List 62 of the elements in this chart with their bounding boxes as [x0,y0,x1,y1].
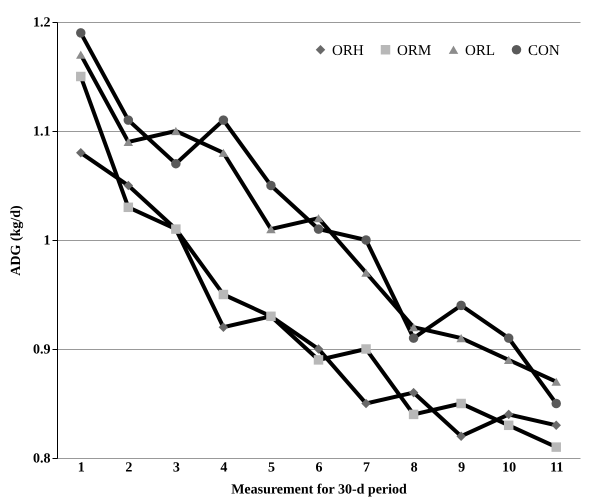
point [171,158,181,168]
point [124,202,134,212]
point [361,268,371,277]
point [76,72,86,82]
x-tick-label: 5 [268,460,275,476]
point [124,180,134,190]
point [218,148,228,157]
point [314,344,324,354]
point [408,333,418,343]
point [266,224,276,234]
point [551,442,561,452]
point [456,398,466,408]
y-axis-title: ADG (kg/d) [9,204,24,276]
point [218,290,228,300]
point [124,115,134,125]
legend-label: ORL [465,42,495,59]
x-tick-label: 7 [363,460,370,476]
point [408,410,418,420]
x-tick-label: 2 [125,460,132,476]
x-tick-label: 1 [78,460,85,476]
point [551,420,561,430]
y-tick-label: 1.2 [33,16,50,30]
point [314,214,324,222]
y-tick-label: 0.8 [33,452,50,466]
legend-label: ORH [332,42,364,59]
point [456,334,466,342]
x-axis-title: Measurement for 30-d period [231,482,408,498]
point [76,148,86,158]
x-tick-label: 4 [220,460,228,476]
x-tick-label: 6 [316,460,322,476]
legend-label: ORM [397,42,432,59]
point [314,224,324,234]
point [504,333,514,343]
point [218,322,228,332]
x-tick-label: 8 [410,460,418,476]
point [314,355,324,365]
point [218,115,228,125]
point [551,378,561,386]
point [361,235,371,245]
x-tick-label: 10 [502,460,516,476]
point [266,180,276,190]
x-tick-label: 9 [458,460,466,476]
point [171,126,181,136]
point [408,323,418,332]
y-tick-label: 1 [44,234,50,248]
y-tick-label: 0.9 [33,342,50,358]
y-tick-label: 1.1 [33,124,50,140]
point [76,28,86,38]
point [551,398,561,408]
point [408,388,418,398]
point [124,138,134,146]
point [361,398,371,408]
point [76,50,86,59]
point [456,431,466,441]
point [504,410,514,420]
x-tick-label: 11 [550,460,564,476]
point [456,300,466,310]
point [361,344,371,354]
point [504,356,514,364]
point [504,420,514,430]
x-tick-label: 3 [172,460,180,476]
legend-label: CON [528,42,560,59]
